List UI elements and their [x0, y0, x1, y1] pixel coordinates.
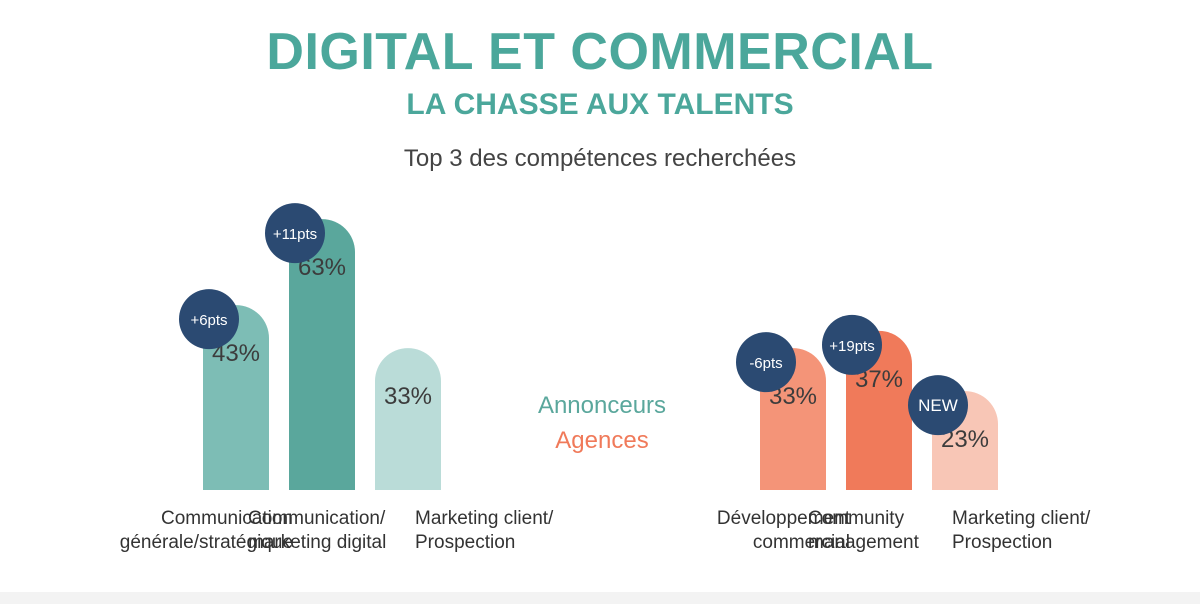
- category-label-annonceurs-communication-generale-strategique: Communication générale/stratégique: [120, 508, 293, 553]
- chart-subtitle: LA CHASSE AUX TALENTS: [406, 88, 794, 121]
- chart-title: DIGITAL ET COMMERCIAL: [266, 23, 934, 81]
- change-badge-text-agences-community-management: +19pts: [829, 338, 874, 355]
- change-badge-annonceurs-communication-marketing-digital: [265, 203, 325, 264]
- category-label-line-annonceurs-marketing-client-prospection: Marketing client/: [415, 508, 554, 529]
- bottom-band: [0, 592, 1200, 604]
- change-badge-text-annonceurs-communication-marketing-digital: +11pts: [273, 226, 317, 243]
- category-label-annonceurs-communication-marketing-digital: Communication/marketing digital: [248, 508, 386, 553]
- category-label-line-annonceurs-communication-generale-strategique: Communication: [161, 508, 293, 529]
- bar-annonceurs-marketing-client-prospection: [375, 348, 441, 490]
- category-label-line-annonceurs-communication-marketing-digital: marketing digital: [248, 532, 386, 553]
- legend-annonceurs: Annonceurs: [537, 392, 667, 419]
- category-label-annonceurs-marketing-client-prospection: Marketing client/Prospection: [415, 508, 554, 553]
- category-label-agences-marketing-client-prospection: Marketing client/Prospection: [952, 508, 1091, 553]
- chart-heading: Top 3 des compétences recherchées: [403, 145, 797, 172]
- category-label-agences-developpement-commercial: Développement commercial: [717, 508, 851, 553]
- value-label-annonceurs-marketing-client-prospection: 33%: [384, 383, 432, 410]
- change-badge-agences-marketing-client-prospection: [908, 375, 968, 436]
- category-label-line-annonceurs-marketing-client-prospection: Prospection: [415, 532, 515, 553]
- category-label-line-agences-developpement-commercial: commercial: [753, 532, 850, 553]
- category-label-line-annonceurs-communication-generale-strategique: générale/stratégique: [120, 532, 293, 553]
- change-badge-agences-developpement-commercial: [736, 332, 796, 393]
- category-label-line-agences-community-management: management: [808, 532, 920, 553]
- change-badge-text-agences-marketing-client-prospection: NEW: [918, 396, 958, 415]
- legend-agences: Agences: [555, 427, 649, 454]
- category-label-line-agences-developpement-commercial: Développement: [717, 508, 851, 529]
- category-label-agences-community-management: Community management: [808, 508, 920, 553]
- change-badge-annonceurs-communication-generale-strategique: [179, 289, 239, 350]
- category-label-line-agences-marketing-client-prospection: Marketing client/: [952, 508, 1091, 529]
- bar-annonceurs-communication-generale-strategique: [203, 305, 269, 490]
- category-label-line-agences-marketing-client-prospection: Prospection: [952, 532, 1052, 553]
- change-badge-text-agences-developpement-commercial: -6pts: [749, 355, 782, 372]
- category-label-line-annonceurs-communication-marketing-digital: Communication/: [248, 508, 386, 529]
- change-badge-agences-community-management: [822, 314, 882, 375]
- category-label-line-agences-community-management: Community: [808, 508, 905, 529]
- bar-annonceurs-communication-marketing-digital: [289, 219, 355, 490]
- change-badge-text-annonceurs-communication-generale-strategique: +6pts: [190, 312, 227, 329]
